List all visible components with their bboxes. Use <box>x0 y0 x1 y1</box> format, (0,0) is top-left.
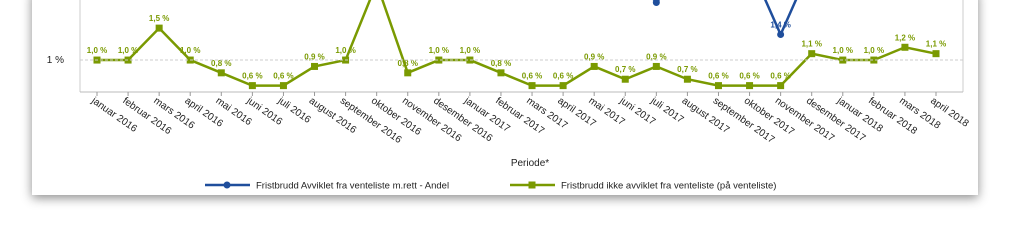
point <box>497 69 505 77</box>
chart: 1,4 % 1,0 % 1,0 % 1,5 % 1,0 % 0,8 % 0,6 % 0,6 %… <box>47 0 971 192</box>
point <box>652 62 660 70</box>
point <box>528 82 536 90</box>
value-label: 1,4 % <box>770 21 790 30</box>
point <box>932 50 940 58</box>
point <box>870 56 878 64</box>
page: {"chart_data": {"type": "line", "x_label… <box>32 0 978 195</box>
value-label: 1,0 % <box>180 46 200 55</box>
value-label: 0,9 % <box>646 52 666 61</box>
point <box>466 56 474 64</box>
point <box>777 31 785 38</box>
point <box>217 69 225 77</box>
value-label: 1,0 % <box>118 46 138 55</box>
point <box>124 56 132 64</box>
plot-area: 1,4 % 1,0 % 1,0 % 1,5 % 1,0 % 0,8 % 0,6 % 0,6 %… <box>87 0 946 90</box>
value-label: 0,6 % <box>553 72 573 81</box>
value-label: 0,9 % <box>584 52 604 61</box>
point <box>901 43 909 51</box>
legend-label: Fristbrudd Avviklet fra venteliste m.ret… <box>256 181 449 192</box>
value-label: 0,7 % <box>677 65 697 74</box>
point <box>404 69 412 77</box>
value-label: 1,0 % <box>864 46 884 55</box>
series-line <box>97 0 937 87</box>
value-label: 1,0 % <box>460 46 480 55</box>
point <box>155 24 163 32</box>
point <box>652 0 660 7</box>
value-label: 0,6 % <box>522 72 542 81</box>
value-label: 0,6 % <box>739 72 759 81</box>
x-axis-title: Periode* <box>511 158 549 169</box>
point <box>714 82 722 90</box>
value-label: 1,0 % <box>429 46 449 55</box>
point <box>746 82 754 90</box>
legend-marker <box>528 181 536 189</box>
value-label: 0,7 % <box>615 65 635 74</box>
point <box>435 56 443 64</box>
value-label: 0,6 % <box>273 72 293 81</box>
value-label: 0,8 % <box>211 59 231 68</box>
value-label: 1,0 % <box>335 46 355 55</box>
legend-label: Fristbrudd ikke avviklet fra venteliste … <box>561 181 776 192</box>
value-label: 1,5 % <box>149 14 169 23</box>
point <box>248 82 256 90</box>
point <box>808 50 816 58</box>
value-label: 1,1 % <box>926 40 946 49</box>
value-label: 0,6 % <box>242 72 262 81</box>
chart-card <box>32 0 978 195</box>
point <box>279 82 287 90</box>
point <box>621 75 629 83</box>
legend-marker <box>223 181 231 189</box>
value-label: 1,0 % <box>87 46 107 55</box>
y-tick-label: 1 % <box>47 55 64 66</box>
point <box>311 62 319 70</box>
value-label: 0,8 % <box>491 59 511 68</box>
value-label: 1,2 % <box>895 33 915 42</box>
value-label: 0,6 % <box>708 72 728 81</box>
point <box>683 75 691 83</box>
value-label: 0,8 % <box>398 59 418 68</box>
point <box>590 62 598 70</box>
value-label: 1,1 % <box>801 40 821 49</box>
value-label: 0,9 % <box>304 52 324 61</box>
value-label: 0,6 % <box>770 72 790 81</box>
point <box>559 82 567 90</box>
point <box>777 82 785 90</box>
value-label: 1,0 % <box>833 46 853 55</box>
